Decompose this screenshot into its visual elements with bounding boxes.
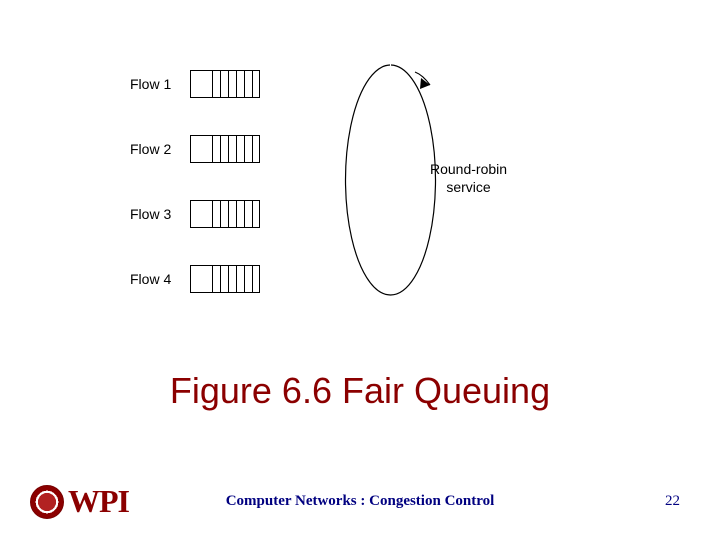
queue — [190, 70, 260, 98]
rr-line2: service — [430, 178, 507, 196]
flow-row-1: Flow 1 — [130, 70, 260, 98]
queue-slot — [220, 265, 228, 293]
queue — [190, 265, 260, 293]
queue-slot — [228, 200, 236, 228]
flow-label: Flow 4 — [130, 271, 180, 287]
queue-slot — [244, 265, 252, 293]
queue-slot — [252, 200, 260, 228]
queue-slot — [236, 135, 244, 163]
queue-slot — [252, 70, 260, 98]
queue-slot — [190, 265, 212, 293]
queue-slot — [252, 135, 260, 163]
queue-slot — [190, 70, 212, 98]
queue-slot — [212, 70, 220, 98]
fair-queuing-diagram: Flow 1 Flow 2 Flow 3 — [130, 60, 550, 340]
queue-slot — [244, 135, 252, 163]
flow-row-4: Flow 4 — [130, 265, 260, 293]
queue-slot — [228, 135, 236, 163]
round-robin-label: Round-robin service — [430, 160, 507, 196]
queue-slot — [212, 265, 220, 293]
queue-slot — [228, 265, 236, 293]
queue-slot — [236, 265, 244, 293]
queue-slot — [252, 265, 260, 293]
queue-slot — [236, 200, 244, 228]
flow-label: Flow 1 — [130, 76, 180, 92]
queue-slot — [212, 135, 220, 163]
queue — [190, 200, 260, 228]
figure-caption: Figure 6.6 Fair Queuing — [0, 370, 720, 412]
flow-row-3: Flow 3 — [130, 200, 260, 228]
rr-line1: Round-robin — [430, 160, 507, 178]
queue — [190, 135, 260, 163]
queue-slot — [220, 70, 228, 98]
flow-row-2: Flow 2 — [130, 135, 260, 163]
queue-slot — [190, 135, 212, 163]
page-number: 22 — [665, 493, 680, 510]
slide-footer: WPI Computer Networks : Congestion Contr… — [0, 470, 720, 520]
queue-slot — [212, 200, 220, 228]
queue-slot — [236, 70, 244, 98]
queue-slot — [220, 200, 228, 228]
flow-label: Flow 3 — [130, 206, 180, 222]
queue-slot — [220, 135, 228, 163]
queue-slot — [244, 70, 252, 98]
queue-slot — [190, 200, 212, 228]
queue-slot — [244, 200, 252, 228]
footer-title: Computer Networks : Congestion Control — [0, 493, 720, 510]
queue-slot — [228, 70, 236, 98]
flow-label: Flow 2 — [130, 141, 180, 157]
